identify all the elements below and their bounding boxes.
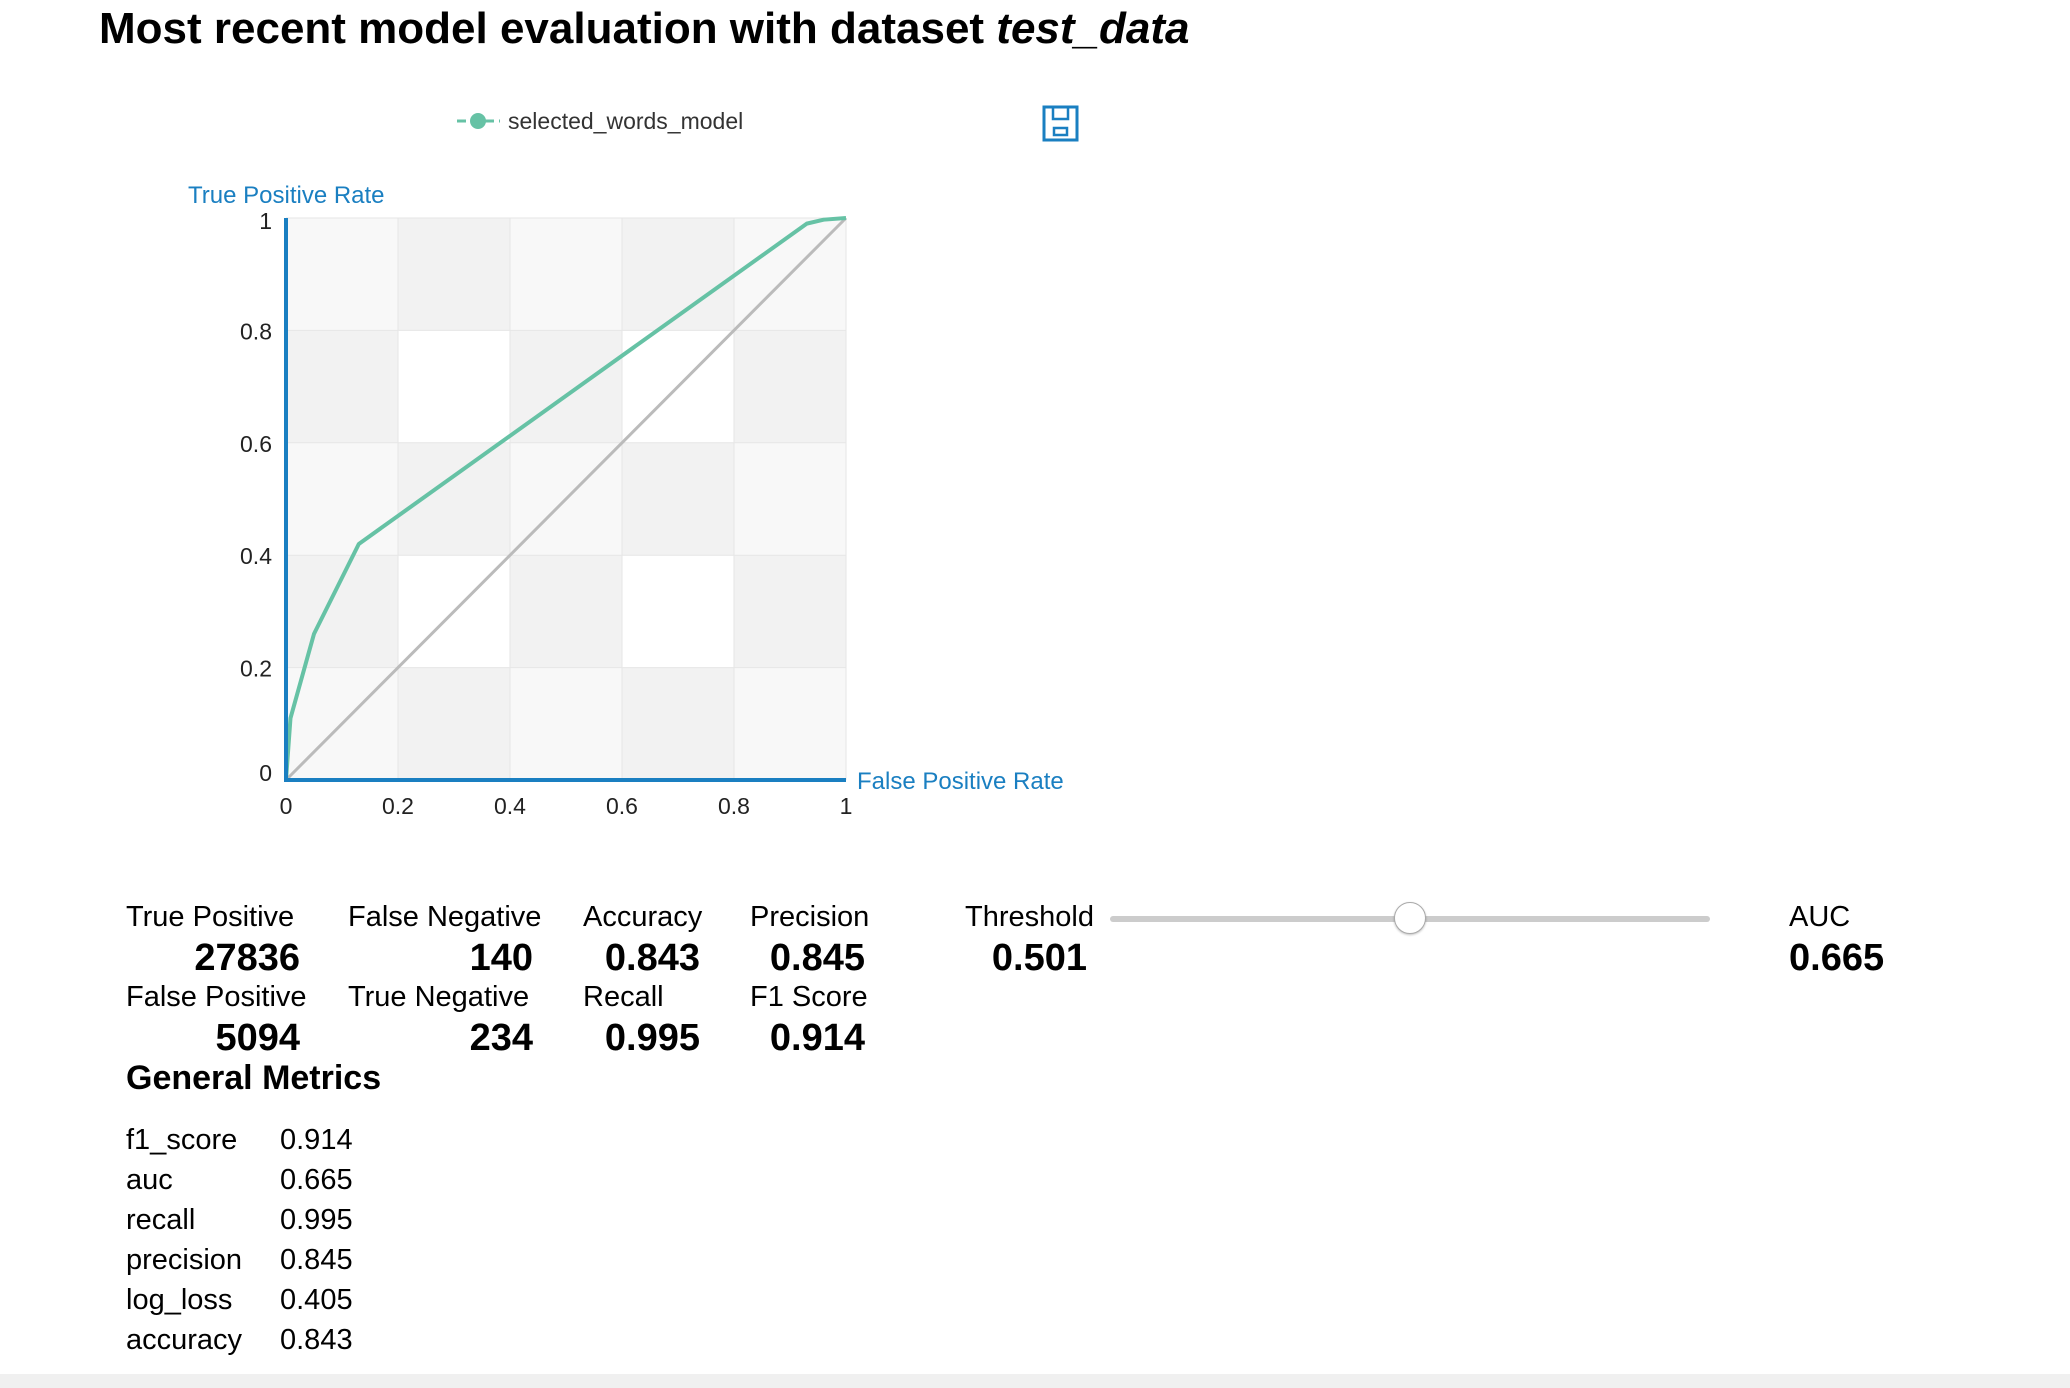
y-tick-label: 0: [259, 760, 272, 786]
y-tick-label: 1: [259, 208, 272, 234]
threshold-value: 0.501: [991, 937, 1087, 979]
threshold-slider-thumb[interactable]: [1394, 902, 1426, 934]
precision-value: 0.845: [769, 937, 865, 979]
x-tick-label: 0.8: [718, 793, 750, 819]
axes: [284, 218, 846, 782]
recall-label: Recall: [583, 981, 664, 1013]
general-metrics-table: f1_score 0.914 auc 0.665 recall 0.995 preci…: [126, 1120, 353, 1360]
general-metrics-title: General Metrics: [126, 1059, 382, 1097]
threshold-label: Threshold: [965, 901, 1094, 933]
series-line-selected-words-model: [284, 216, 847, 781]
grid-cell: [622, 667, 734, 780]
grid-cell: [510, 555, 622, 668]
legend-label: selected_words_model: [508, 108, 743, 134]
grid-cell: [734, 330, 846, 443]
threshold-slider[interactable]: [1110, 900, 1710, 938]
true-negative-label: True Negative: [348, 981, 530, 1013]
metric-value: 0.914: [280, 1124, 353, 1156]
grid-cell: [398, 442, 510, 556]
table-row: accuracy 0.843: [126, 1320, 353, 1360]
x-tick-label: 0.6: [606, 793, 638, 819]
recall-value: 0.995: [604, 1017, 700, 1059]
x-axis-label: False Positive Rate: [857, 768, 1064, 795]
grid-cell: [398, 667, 510, 780]
y-tick-label: 0.4: [240, 543, 272, 569]
y-tick-label: 0.8: [240, 318, 272, 344]
grid-cell: [734, 667, 846, 780]
metric-key: auc: [126, 1164, 173, 1196]
table-row: log_loss 0.405: [126, 1280, 353, 1320]
false-positive-label: False Positive: [126, 981, 307, 1013]
precision-label: Precision: [750, 901, 870, 933]
roc-chart-svg: 0 0.2 0.4 0.6 0.8 1 0 0.2 0.4 0.6 0.8 1 True Posit…: [188, 105, 1079, 819]
true-positive-value: 27836: [194, 937, 300, 979]
accuracy-value: 0.843: [604, 937, 700, 979]
legend-marker: [470, 113, 486, 129]
y-tick-label: 0.6: [240, 431, 272, 457]
metric-key: accuracy: [126, 1324, 243, 1356]
auc-label: AUC: [1789, 901, 1851, 933]
metric-key: f1_score: [126, 1124, 238, 1156]
table-row: f1_score 0.914: [126, 1120, 353, 1160]
bottom-scroll-strip: [0, 1374, 2070, 1388]
true-negative-value: 234: [469, 1017, 533, 1059]
grid-cell: [510, 667, 622, 780]
f1-score-value: 0.914: [769, 1017, 865, 1059]
x-tick-label: 1: [840, 793, 853, 819]
grid-cell: [398, 330, 510, 443]
metric-value: 0.843: [280, 1324, 353, 1356]
roc-chart: 0 0.2 0.4 0.6 0.8 1 0 0.2 0.4 0.6 0.8 1 True Posit…: [0, 0, 1150, 840]
grid-cell: [398, 218, 510, 331]
false-positive-value: 5094: [215, 1017, 300, 1059]
grid-cell: [286, 330, 398, 443]
grid-cell: [622, 442, 734, 556]
grid-bands: [286, 218, 846, 780]
metric-value: 0.845: [280, 1244, 353, 1276]
false-negative-value: 140: [469, 937, 533, 979]
page-title: Most recent model evaluation with datase…: [99, 0, 1189, 58]
table-row: precision 0.845: [126, 1240, 353, 1280]
table-row: auc 0.665: [126, 1160, 353, 1200]
y-axis-label: True Positive Rate: [188, 182, 385, 209]
x-tick-label: 0.2: [382, 793, 414, 819]
grid-cell: [510, 218, 622, 331]
table-row: recall 0.995: [126, 1200, 353, 1240]
metric-value: 0.665: [280, 1164, 353, 1196]
grid-cell: [286, 218, 398, 331]
grid-cell: [286, 555, 398, 668]
grid-cell: [622, 218, 734, 331]
metric-key: precision: [126, 1244, 243, 1276]
f1-score-label: F1 Score: [750, 981, 868, 1013]
title-prefix: Most recent model evaluation with datase…: [99, 4, 997, 53]
grid-cell: [734, 555, 846, 668]
x-tick-label: 0.4: [494, 793, 526, 819]
grid-cell: [286, 442, 398, 556]
accuracy-label: Accuracy: [583, 901, 703, 933]
legend[interactable]: selected_words_model: [457, 108, 743, 134]
grid-cell: [622, 555, 734, 668]
diagonal-reference-line: [284, 216, 848, 782]
metric-key: log_loss: [126, 1284, 233, 1316]
y-tick-label: 0.2: [240, 656, 272, 682]
save-floppy-icon[interactable]: [1042, 105, 1079, 142]
y-tick-labels: 0 0.2 0.4 0.6 0.8 1: [240, 208, 272, 786]
metric-value: 0.995: [280, 1204, 353, 1236]
false-negative-label: False Negative: [348, 901, 542, 933]
dataset-name: test_data: [996, 4, 1190, 53]
metric-value: 0.405: [280, 1284, 353, 1316]
x-tick-label: 0: [280, 793, 293, 819]
true-positive-label: True Positive: [126, 901, 295, 933]
metric-key: recall: [126, 1204, 196, 1236]
auc-value: 0.665: [1789, 937, 1885, 979]
x-tick-labels: 0 0.2 0.4 0.6 0.8 1: [280, 793, 853, 819]
grid-cell: [734, 442, 846, 556]
